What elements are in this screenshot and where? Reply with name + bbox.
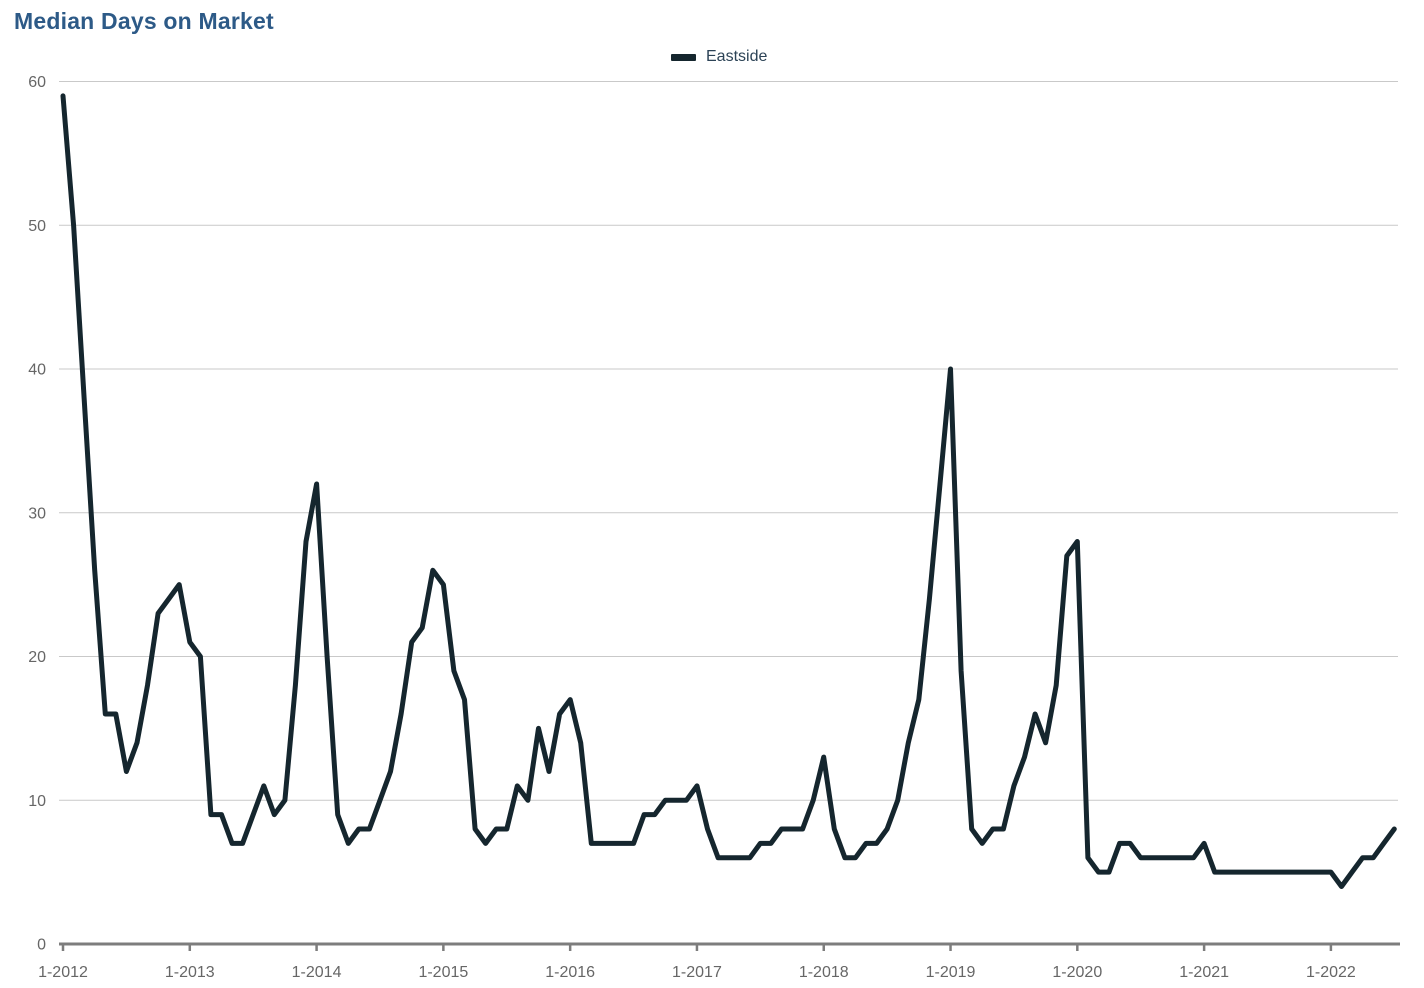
chart-title: Median Days on Market — [14, 8, 274, 34]
y-axis-label: 60 — [28, 74, 46, 91]
y-axis-label: 50 — [28, 218, 46, 235]
x-axis-label: 1-2013 — [165, 964, 215, 981]
x-axis-label: 1-2015 — [418, 964, 468, 981]
legend: Eastside — [671, 48, 767, 66]
x-axis-label: 1-2020 — [1052, 964, 1102, 981]
x-axis-label: 1-2017 — [672, 964, 722, 981]
x-axis-label: 1-2016 — [545, 964, 595, 981]
x-axis-label: 1-2021 — [1179, 964, 1229, 981]
legend-label-eastside: Eastside — [706, 48, 768, 65]
y-axis-label: 30 — [28, 505, 46, 522]
y-axis-label: 20 — [28, 649, 46, 666]
legend-swatch-eastside — [671, 53, 696, 61]
x-axis-label: 1-2014 — [292, 964, 342, 981]
x-axis-label: 1-2019 — [926, 964, 976, 981]
x-axis-label: 1-2018 — [799, 964, 849, 981]
y-axis-label: 10 — [28, 793, 46, 810]
y-axis-label: 40 — [28, 362, 46, 379]
x-axis-labels: 1-2012 1-2013 1-2014 1-2015 1-2016 1-2017 1-20… — [38, 964, 1356, 981]
data-series — [60, 93, 1397, 889]
x-axis — [59, 942, 1400, 951]
data-line-eastside — [60, 93, 1397, 889]
y-axis-label: 0 — [37, 937, 46, 954]
x-axis-label: 1-2012 — [38, 964, 88, 981]
x-axis-label: 1-2022 — [1306, 964, 1356, 981]
y-axis-labels: 0 10 20 30 40 50 60 — [28, 74, 46, 954]
y-gridlines — [59, 81, 1398, 801]
